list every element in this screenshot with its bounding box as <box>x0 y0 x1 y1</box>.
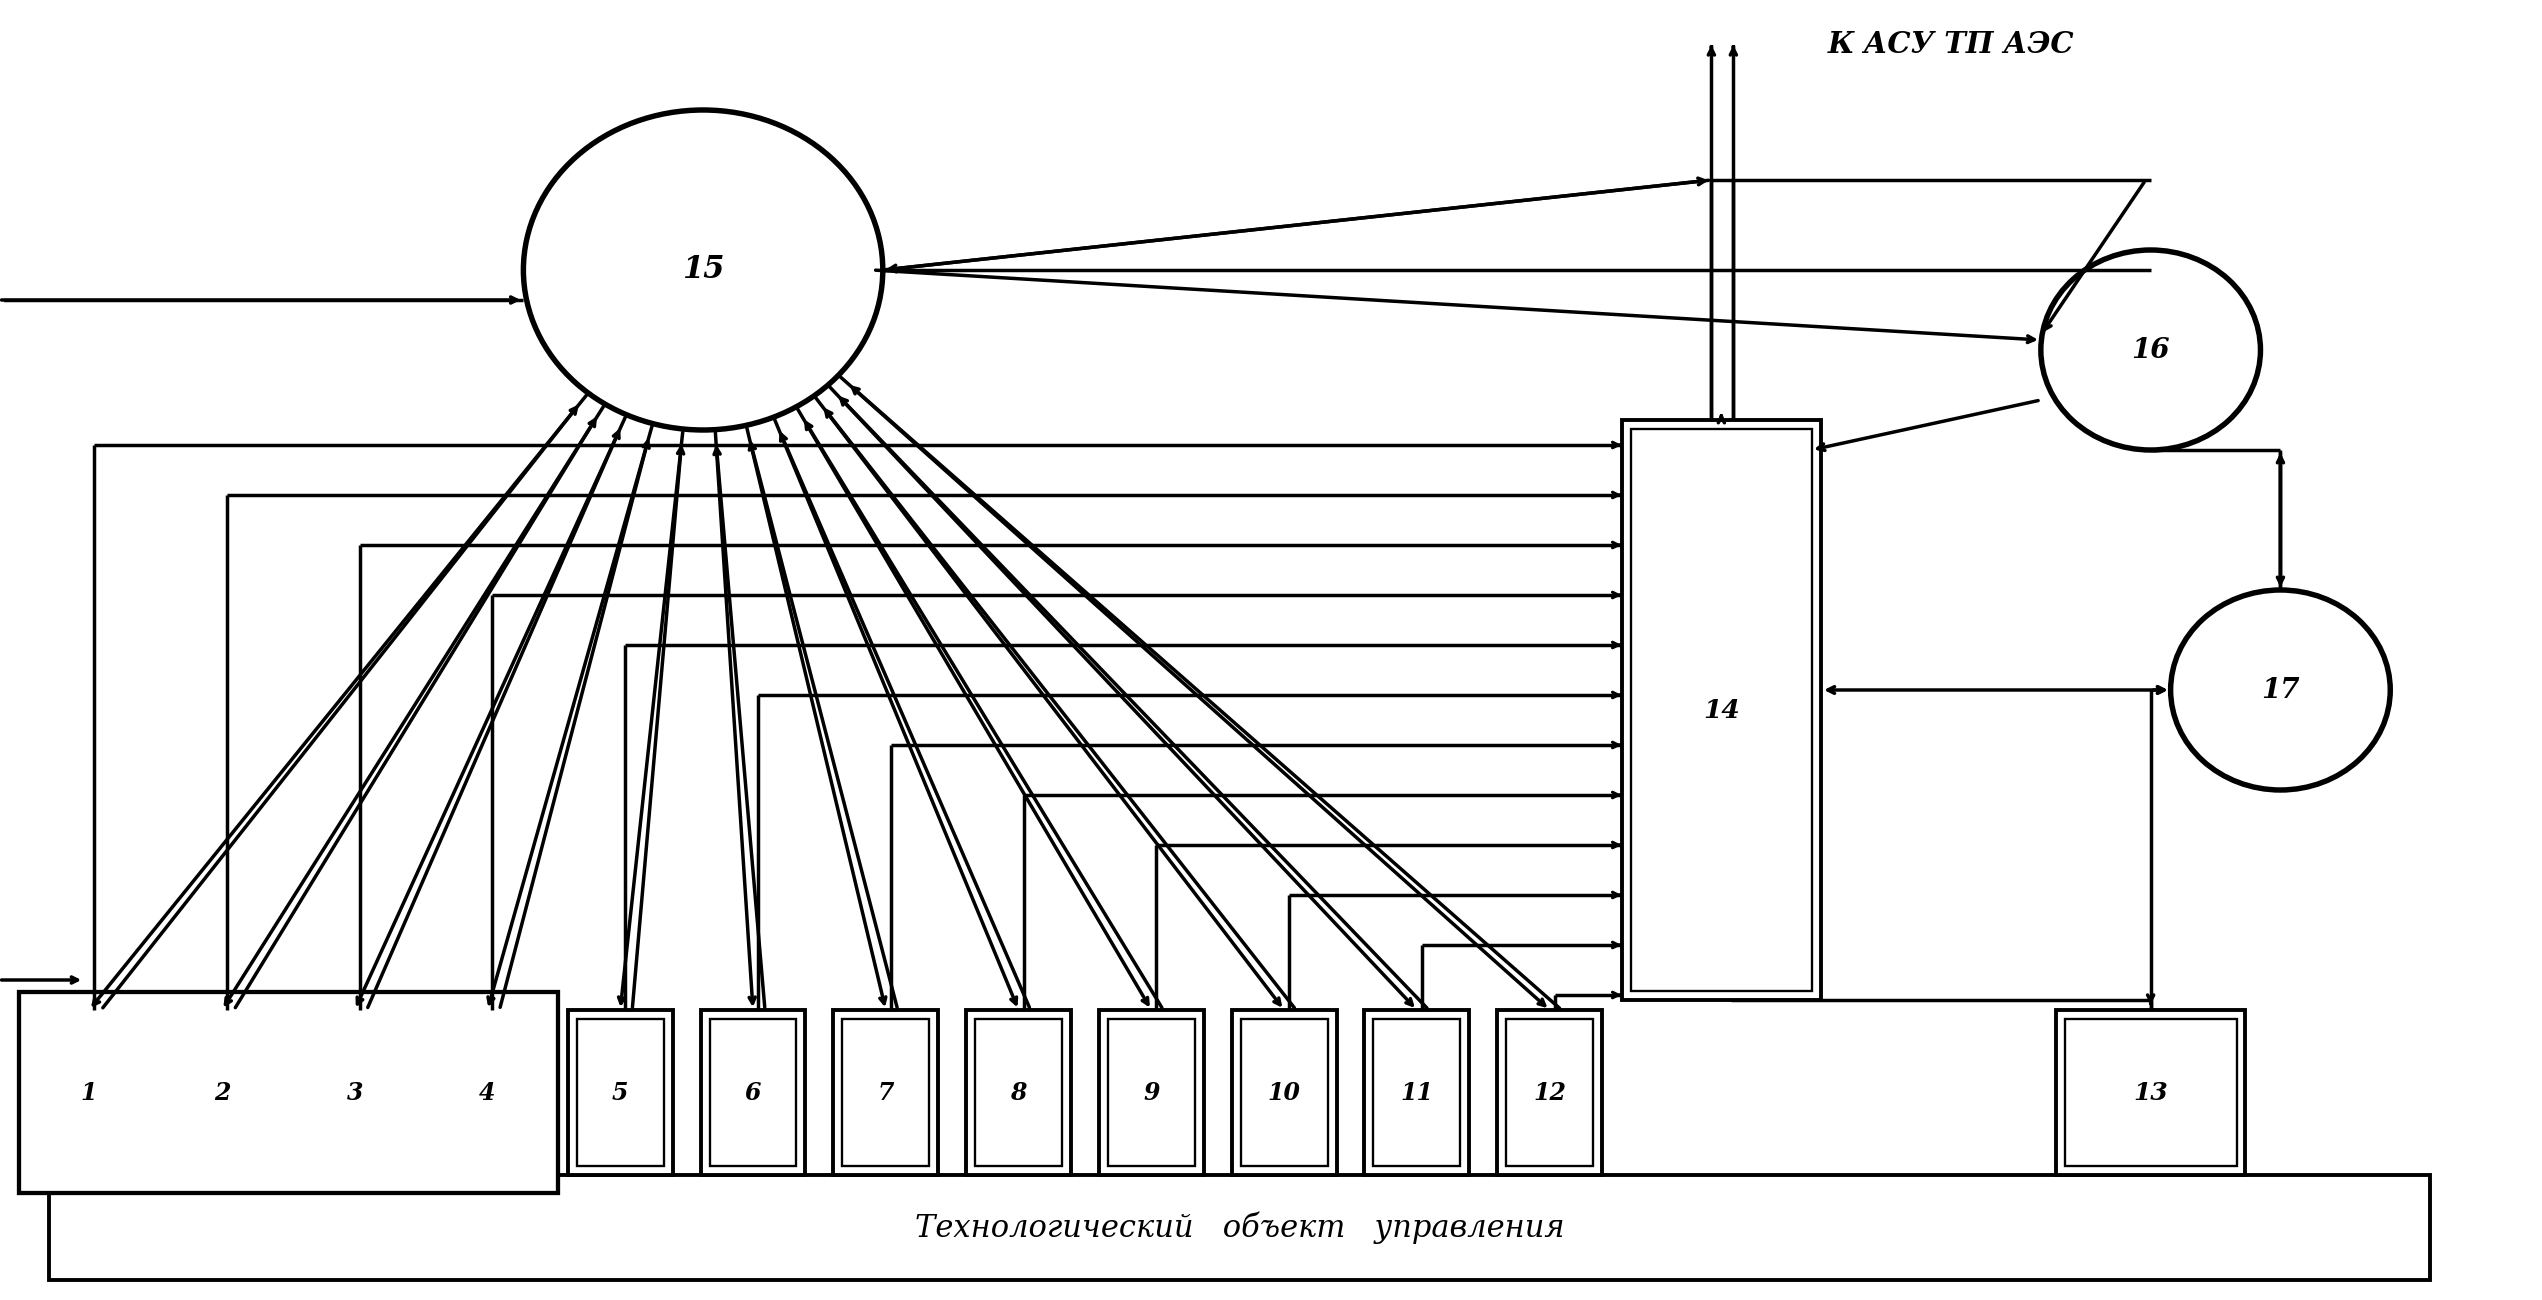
Ellipse shape <box>2171 590 2389 790</box>
Bar <box>178 1019 264 1166</box>
Bar <box>170 1010 275 1175</box>
Text: К АСУ ТП АЭС: К АСУ ТП АЭС <box>1828 30 2074 58</box>
Bar <box>976 1019 1063 1166</box>
Bar <box>302 1010 407 1175</box>
Bar <box>445 1019 531 1166</box>
Bar <box>1365 1010 1469 1175</box>
Bar <box>1373 1019 1459 1166</box>
Text: 4: 4 <box>480 1080 496 1105</box>
Bar <box>1240 1019 1327 1166</box>
Text: 9: 9 <box>1144 1080 1159 1105</box>
Bar <box>702 1010 806 1175</box>
Bar <box>577 1019 663 1166</box>
Bar <box>36 1010 142 1175</box>
Text: 14: 14 <box>1703 698 1739 723</box>
Bar <box>1098 1010 1205 1175</box>
Text: 11: 11 <box>1401 1080 1434 1105</box>
Bar <box>1233 1010 1337 1175</box>
Ellipse shape <box>2041 250 2260 450</box>
Text: 8: 8 <box>1009 1080 1027 1105</box>
Bar <box>1108 1019 1195 1166</box>
Bar <box>2064 1019 2237 1166</box>
Text: 15: 15 <box>681 255 724 286</box>
Bar <box>46 1019 132 1166</box>
Text: 1: 1 <box>81 1080 97 1105</box>
Text: Технологический   объект   управления: Технологический объект управления <box>915 1212 1563 1244</box>
Bar <box>567 1010 674 1175</box>
Bar <box>18 992 557 1193</box>
Ellipse shape <box>524 111 882 430</box>
Text: 10: 10 <box>1268 1080 1302 1105</box>
Bar <box>2056 1010 2245 1175</box>
Bar <box>310 1019 399 1166</box>
Bar <box>1497 1010 1601 1175</box>
Bar <box>48 1175 2430 1280</box>
Text: 12: 12 <box>1533 1080 1566 1105</box>
Text: 16: 16 <box>2130 337 2171 364</box>
Bar <box>1622 420 1820 1000</box>
Text: 5: 5 <box>613 1080 628 1105</box>
Text: 2: 2 <box>214 1080 231 1105</box>
Bar <box>709 1019 796 1166</box>
Text: 17: 17 <box>2262 676 2301 703</box>
Text: 6: 6 <box>745 1080 760 1105</box>
Bar <box>966 1010 1070 1175</box>
Bar <box>1629 429 1812 991</box>
Bar <box>841 1019 930 1166</box>
Text: 3: 3 <box>346 1080 364 1105</box>
Bar <box>435 1010 539 1175</box>
Text: 7: 7 <box>877 1080 895 1105</box>
Bar <box>1507 1019 1594 1166</box>
Bar <box>834 1010 938 1175</box>
Text: 13: 13 <box>2133 1080 2168 1105</box>
